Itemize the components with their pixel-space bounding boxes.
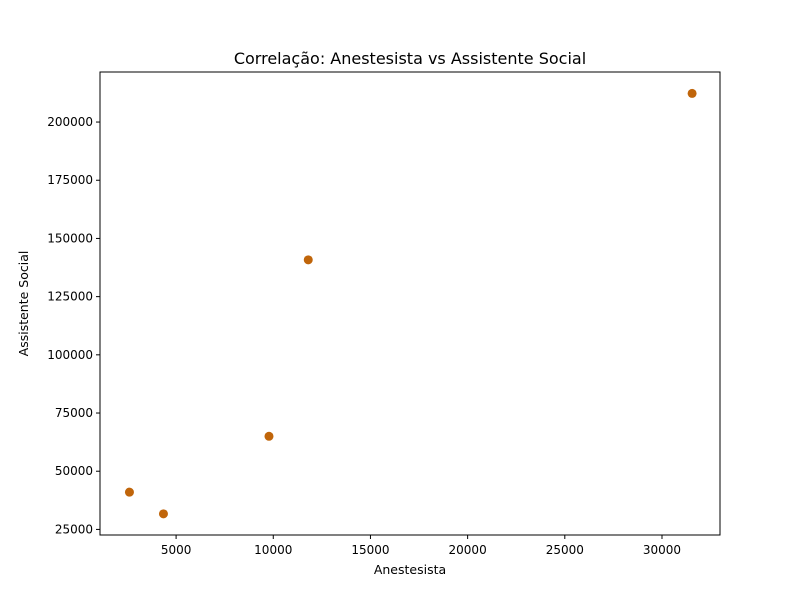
x-tick-label: 30000 bbox=[643, 543, 681, 557]
y-tick-label: 50000 bbox=[55, 464, 93, 478]
y-tick-label: 175000 bbox=[47, 173, 93, 187]
y-tick-label: 200000 bbox=[47, 115, 93, 129]
plot-area: 5000 10000 15000 20000 25000 30000 25000 50000… bbox=[47, 71, 721, 557]
y-tick-label: 75000 bbox=[55, 406, 93, 420]
y-tick-label: 25000 bbox=[55, 522, 93, 536]
y-tick-label: 150000 bbox=[47, 231, 93, 245]
chart-title: Correlação: Anestesista vs Assistente So… bbox=[234, 49, 586, 68]
scatter-point-4 bbox=[303, 255, 313, 265]
scatter-point-1 bbox=[124, 487, 134, 497]
x-tick-label: 15000 bbox=[351, 543, 389, 557]
y-tick-label: 100000 bbox=[47, 348, 93, 362]
x-tick-label: 25000 bbox=[546, 543, 584, 557]
data-points bbox=[124, 88, 697, 519]
x-tick-label: 20000 bbox=[449, 543, 487, 557]
scatter-point-3 bbox=[264, 431, 274, 441]
y-axis-label: Assistente Social bbox=[16, 251, 31, 357]
scatter-point-5 bbox=[687, 88, 697, 98]
scatter-point-2 bbox=[158, 509, 168, 519]
axes-frame bbox=[99, 71, 721, 536]
x-tick-label: 5000 bbox=[161, 543, 192, 557]
x-axis-label: Anestesista bbox=[374, 562, 446, 577]
y-tick-label: 125000 bbox=[47, 290, 93, 304]
x-axis-ticks: 5000 10000 15000 20000 25000 30000 bbox=[161, 535, 681, 557]
x-tick-label: 10000 bbox=[254, 543, 292, 557]
y-axis-ticks: 25000 50000 75000 100000 125000 150000 175000 2… bbox=[47, 115, 100, 536]
